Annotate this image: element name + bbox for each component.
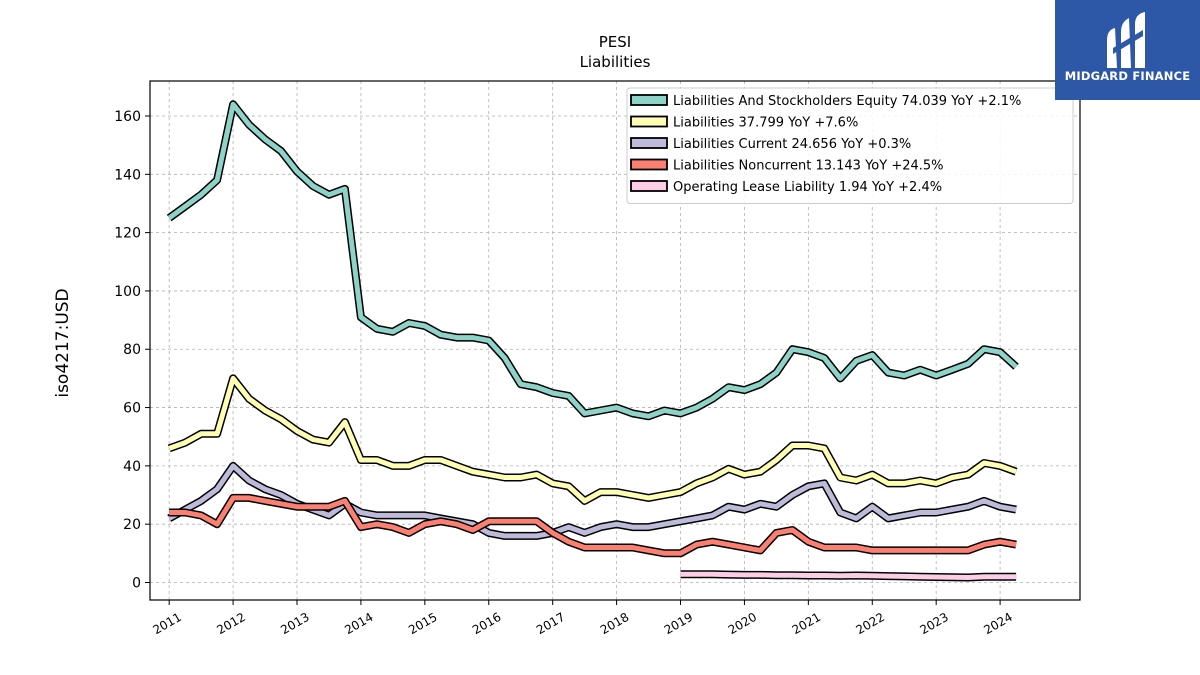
x-tick-label: 2023: [917, 610, 950, 637]
y-tick-label: 160: [114, 109, 141, 125]
series-layer: [166, 100, 1019, 582]
series-line: [680, 571, 1017, 580]
chart-subtitle: Liabilities: [580, 53, 651, 71]
series-line: [168, 375, 1017, 504]
x-tick-label: 2011: [150, 610, 183, 637]
series-liabilities-and-stockholders-equity: [166, 100, 1019, 421]
legend: Liabilities And Stockholders Equity 74.0…: [626, 87, 1074, 204]
x-tick-label: 2021: [790, 610, 823, 637]
y-axis: 0 20 40 60 80 100 120 140 160: [114, 109, 150, 592]
y-tick-label: 60: [123, 401, 141, 417]
legend-label: Liabilities 37.799 YoY +7.6%: [673, 116, 858, 131]
y-tick-label: 120: [114, 226, 141, 242]
x-tick-label: 2017: [534, 610, 567, 637]
legend-swatch: [630, 115, 668, 128]
x-axis: 2011 2012 2013 2014 2015 2016 2017 2018 2019 2020…: [150, 600, 1015, 637]
y-tick-label: 140: [114, 167, 141, 183]
y-tick-label: 80: [123, 342, 141, 358]
legend-label: Liabilities Current 24.656 YoY +0.3%: [673, 137, 911, 152]
legend-swatch: [630, 137, 668, 149]
legend-swatch: [630, 158, 668, 171]
y-axis-label: iso4217:USD: [53, 288, 73, 397]
x-tick-label: 2016: [470, 610, 503, 637]
brand-name: MIDGARD FINANCE: [1064, 69, 1191, 83]
chart-title: PESI: [599, 33, 631, 51]
y-tick-label: 20: [123, 517, 141, 533]
y-tick-label: 0: [132, 576, 141, 592]
brand-mark-icon: [1107, 12, 1145, 68]
y-tick-label: 100: [114, 284, 141, 300]
legend-label: Liabilities Noncurrent 13.143 YoY +24.5%: [673, 159, 944, 174]
x-tick-label: 2024: [981, 610, 1014, 637]
series-line: [167, 101, 1018, 419]
legend-box: [626, 87, 1074, 204]
legend-swatch: [630, 180, 668, 192]
legend-label: Operating Lease Liability 1.94 YoY +2.4%: [673, 180, 942, 195]
series-liabilities: [167, 374, 1018, 505]
x-tick-label: 2022: [854, 610, 887, 637]
x-tick-label: 2015: [406, 610, 439, 637]
brand-logo: MIDGARD FINANCE: [1055, 0, 1200, 100]
legend-swatch: [630, 94, 668, 106]
x-tick-label: 2019: [662, 610, 695, 637]
series-operating-lease-liability: [680, 570, 1017, 582]
legend-label: Liabilities And Stockholders Equity 74.0…: [673, 94, 1021, 109]
plot-frame: [149, 80, 1081, 601]
x-tick-label: 2018: [598, 610, 631, 637]
series-line: [169, 495, 1017, 556]
y-tick-label: 40: [123, 459, 141, 475]
x-tick-label: 2012: [214, 610, 247, 637]
series-liabilities-noncurrent: [169, 493, 1017, 558]
x-tick-label: 2013: [278, 610, 311, 637]
x-tick-label: 2020: [726, 610, 759, 637]
x-tick-label: 2014: [342, 610, 375, 637]
